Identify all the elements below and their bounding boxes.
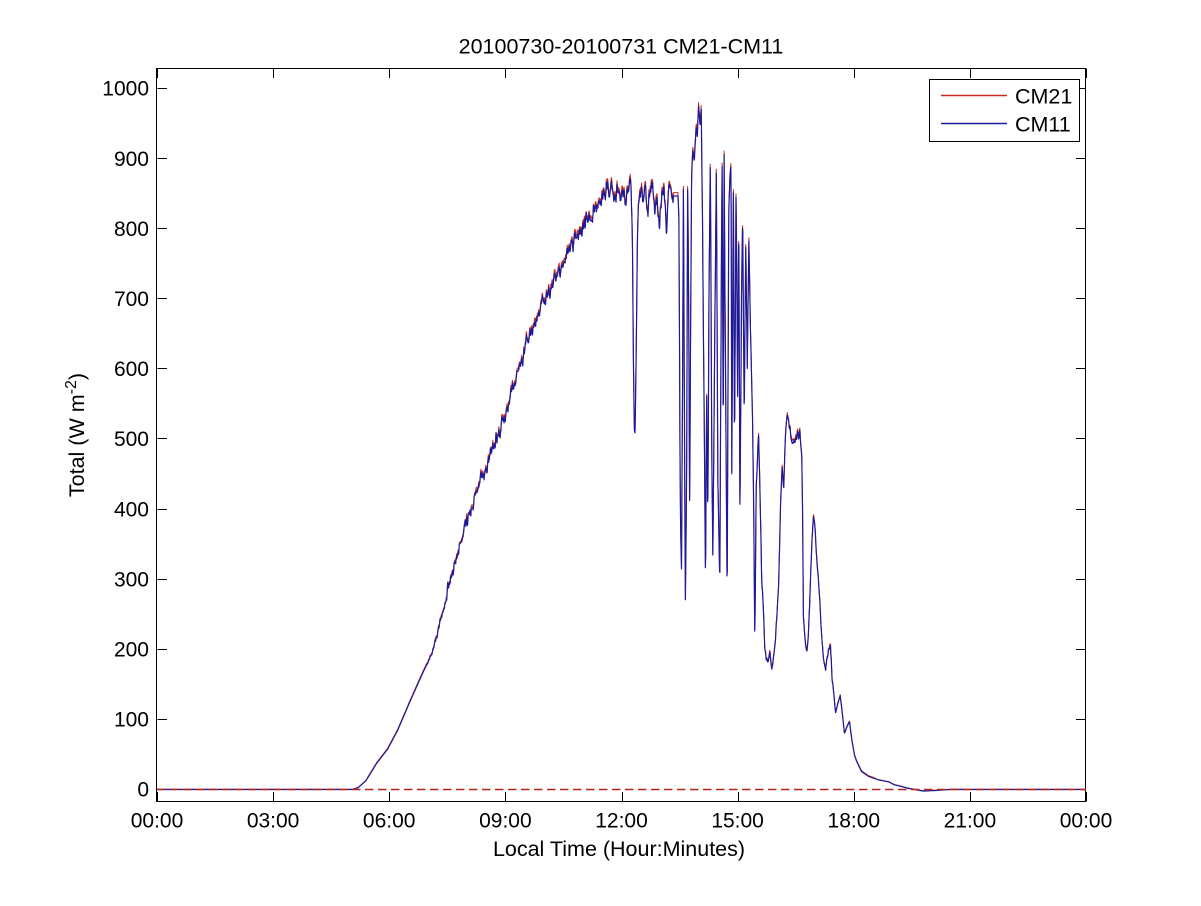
svg-text:21:00: 21:00 [944,810,997,833]
svg-text:18:00: 18:00 [828,810,881,833]
svg-text:06:00: 06:00 [363,810,416,833]
svg-text:900: 900 [114,148,149,171]
svg-text:500: 500 [114,428,149,451]
svg-text:200: 200 [114,639,149,662]
svg-text:20100730-20100731 CM21-CM11: 20100730-20100731 CM21-CM11 [459,35,784,59]
svg-text:09:00: 09:00 [479,810,532,833]
svg-text:400: 400 [114,498,149,521]
svg-text:12:00: 12:00 [595,810,648,833]
svg-text:100: 100 [114,709,149,732]
svg-text:00:00: 00:00 [131,810,184,833]
svg-text:0: 0 [137,779,149,802]
svg-text:00:00: 00:00 [1060,810,1113,833]
svg-text:300: 300 [114,568,149,591]
svg-text:600: 600 [114,358,149,381]
svg-text:CM11: CM11 [1015,113,1071,137]
svg-text:CM21: CM21 [1015,85,1072,109]
svg-text:15:00: 15:00 [711,810,764,833]
svg-text:700: 700 [114,288,149,311]
svg-text:03:00: 03:00 [247,810,300,833]
svg-text:1000: 1000 [102,78,149,101]
svg-text:Local Time (Hour:Minutes): Local Time (Hour:Minutes) [493,837,745,861]
svg-text:800: 800 [114,218,149,241]
